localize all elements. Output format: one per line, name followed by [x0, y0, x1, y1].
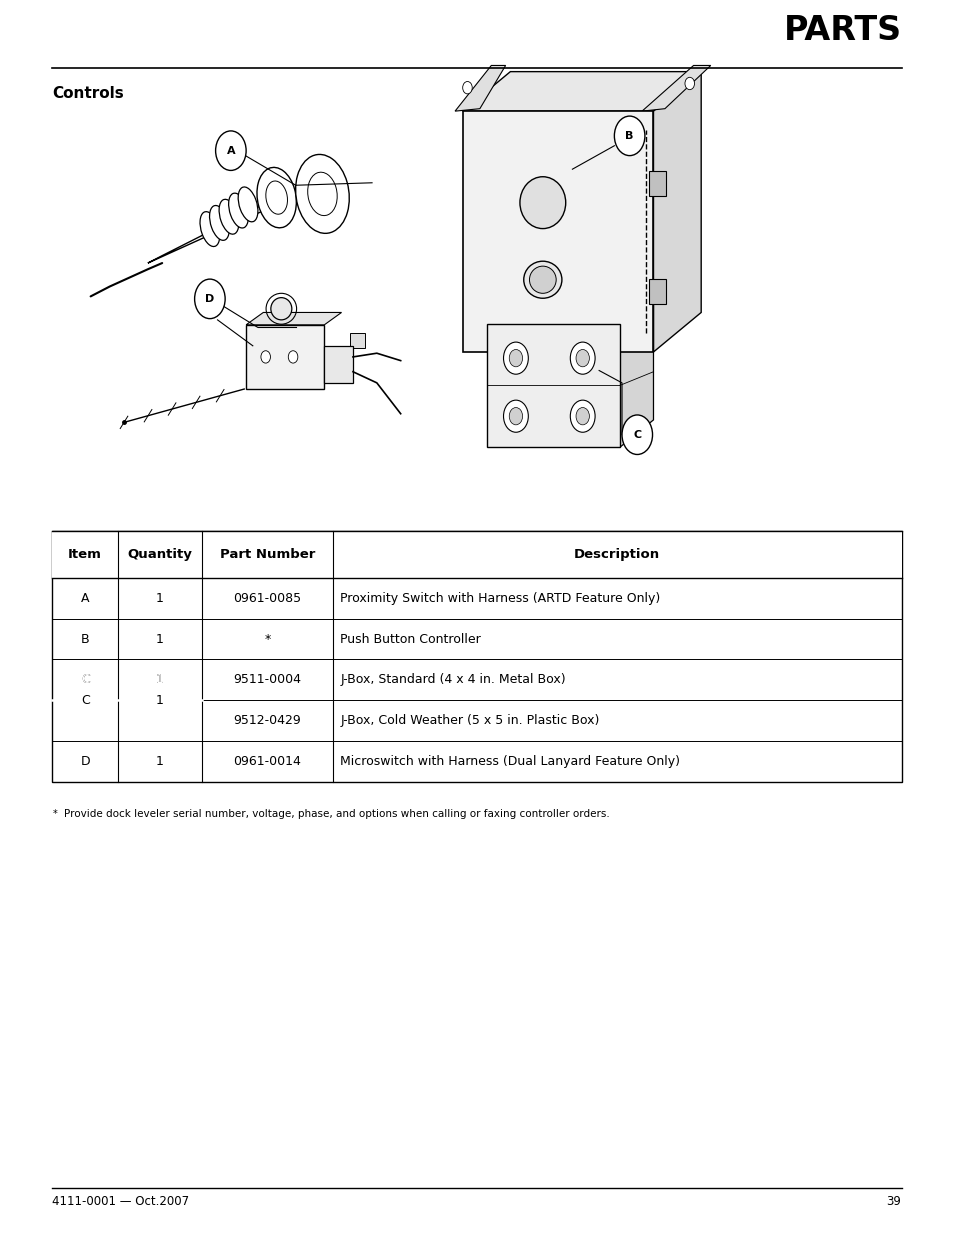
Circle shape [503, 342, 528, 374]
Ellipse shape [519, 177, 565, 228]
Text: 1: 1 [155, 694, 164, 706]
Text: J-Box, Cold Weather (5 x 5 in. Plastic Box): J-Box, Cold Weather (5 x 5 in. Plastic B… [340, 714, 599, 727]
Text: B: B [625, 131, 633, 141]
Text: Part Number: Part Number [219, 548, 314, 561]
Circle shape [621, 415, 652, 454]
Text: D: D [205, 294, 214, 304]
Polygon shape [148, 203, 267, 263]
Circle shape [576, 408, 589, 425]
Circle shape [509, 350, 522, 367]
Circle shape [570, 400, 595, 432]
Bar [52, 531, 901, 578]
Bar [486, 324, 619, 447]
Ellipse shape [271, 298, 292, 320]
Text: Controls: Controls [52, 86, 124, 101]
Text: 1: 1 [155, 755, 164, 768]
Ellipse shape [295, 154, 349, 233]
Bar [648, 279, 665, 304]
Text: C: C [633, 430, 640, 440]
Text: 4111-0001 — Oct.2007: 4111-0001 — Oct.2007 [52, 1195, 190, 1209]
Text: 9511-0004: 9511-0004 [233, 673, 301, 687]
Circle shape [215, 131, 246, 170]
Ellipse shape [266, 182, 287, 214]
Polygon shape [619, 296, 653, 447]
Text: A: A [226, 146, 235, 156]
Circle shape [503, 400, 528, 432]
Circle shape [684, 78, 694, 90]
Ellipse shape [210, 205, 229, 241]
Circle shape [509, 408, 522, 425]
Bar [350, 333, 365, 348]
Ellipse shape [256, 168, 296, 227]
Text: 0961-0014: 0961-0014 [233, 755, 301, 768]
Ellipse shape [219, 199, 238, 235]
Text: Microswitch with Harness (Dual Lanyard Feature Only): Microswitch with Harness (Dual Lanyard F… [340, 755, 679, 768]
Polygon shape [486, 296, 653, 324]
Circle shape [462, 82, 472, 94]
Text: Push Button Controller: Push Button Controller [340, 632, 480, 646]
Ellipse shape [229, 193, 248, 228]
Text: PARTS: PARTS [782, 14, 901, 47]
Text: Provide dock leveler serial number, voltage, phase, and options when calling or : Provide dock leveler serial number, volt… [64, 809, 609, 819]
Text: *: * [264, 632, 270, 646]
Circle shape [288, 351, 297, 363]
Bar [246, 325, 324, 389]
Text: 39: 39 [885, 1195, 901, 1209]
Text: 1: 1 [155, 632, 164, 646]
Circle shape [570, 342, 595, 374]
Text: *: * [52, 809, 57, 819]
Ellipse shape [238, 186, 257, 222]
Text: C: C [81, 673, 90, 687]
Bar [462, 111, 653, 352]
Circle shape [576, 350, 589, 367]
Ellipse shape [529, 267, 556, 294]
Text: C: C [81, 673, 90, 687]
Polygon shape [641, 65, 710, 111]
Ellipse shape [200, 211, 219, 247]
Bar [648, 172, 665, 196]
Ellipse shape [308, 172, 336, 216]
Polygon shape [455, 65, 505, 111]
Text: 9512-0429: 9512-0429 [233, 714, 301, 727]
Text: J-Box, Standard (4 x 4 in. Metal Box): J-Box, Standard (4 x 4 in. Metal Box) [340, 673, 565, 687]
Text: 1: 1 [155, 592, 164, 605]
Text: A: A [81, 592, 90, 605]
Text: Proximity Switch with Harness (ARTD Feature Only): Proximity Switch with Harness (ARTD Feat… [340, 592, 659, 605]
Text: D: D [80, 755, 90, 768]
Polygon shape [462, 72, 700, 111]
Text: 0961-0085: 0961-0085 [233, 592, 301, 605]
Text: 1: 1 [155, 673, 164, 687]
Text: 1: 1 [155, 673, 164, 687]
Ellipse shape [523, 262, 561, 299]
Text: Description: Description [574, 548, 659, 561]
Bar [52, 531, 901, 782]
Text: Quantity: Quantity [128, 548, 193, 561]
Circle shape [614, 116, 644, 156]
Text: C: C [81, 694, 90, 706]
Circle shape [261, 351, 271, 363]
Polygon shape [653, 72, 700, 352]
Polygon shape [246, 312, 341, 325]
Bar [324, 346, 353, 383]
Text: Item: Item [69, 548, 102, 561]
Circle shape [194, 279, 225, 319]
Text: B: B [81, 632, 90, 646]
